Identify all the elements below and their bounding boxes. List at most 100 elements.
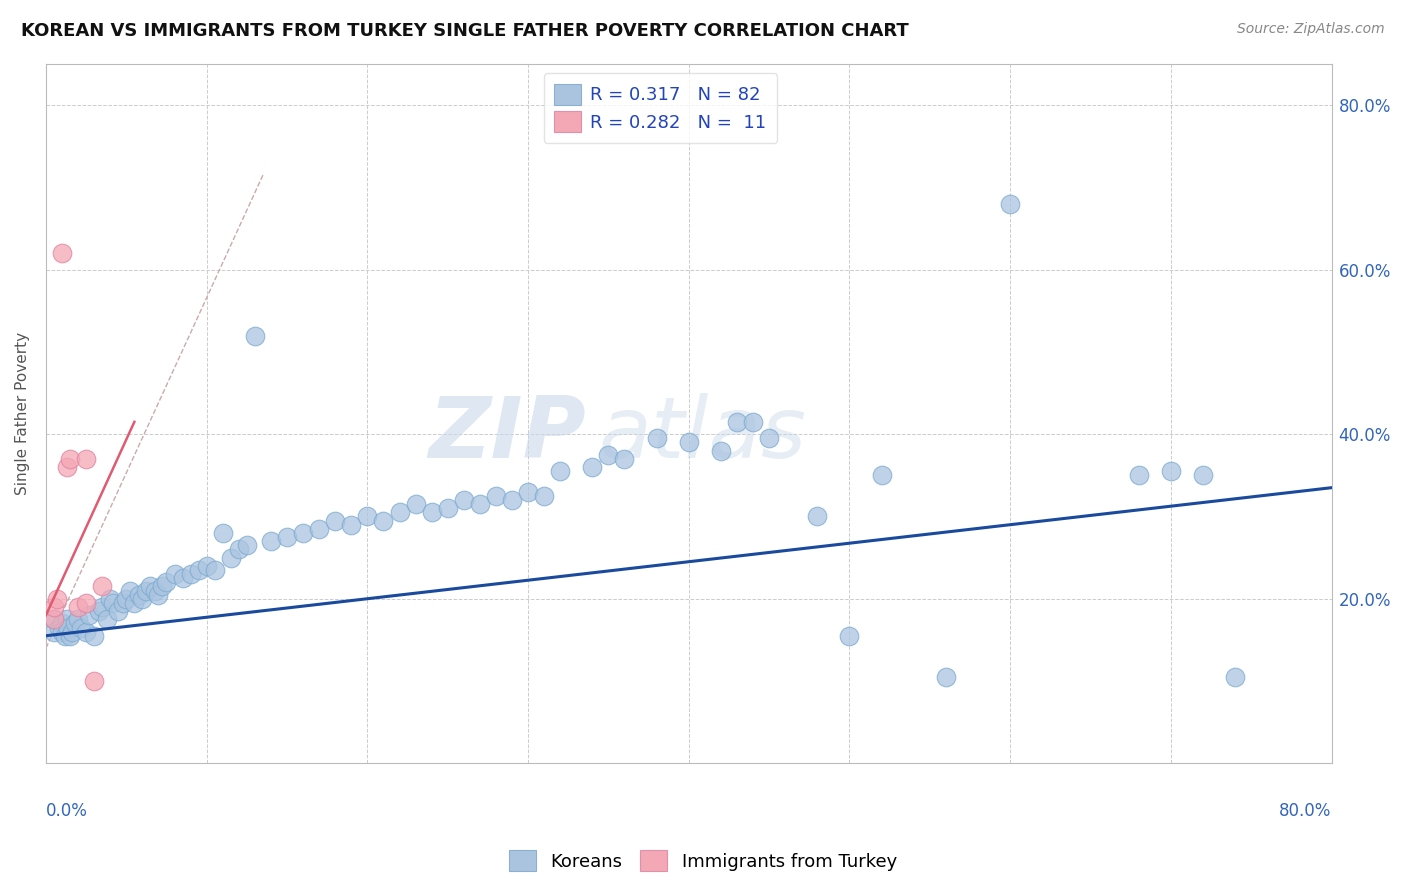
Point xyxy=(91,579,114,593)
Point xyxy=(204,563,226,577)
Point xyxy=(187,563,209,577)
Point xyxy=(236,538,259,552)
Point xyxy=(87,604,110,618)
Point xyxy=(998,197,1021,211)
Point xyxy=(405,497,427,511)
Point xyxy=(548,464,571,478)
Point xyxy=(56,612,79,626)
Point xyxy=(806,509,828,524)
Point xyxy=(1128,468,1150,483)
Point xyxy=(613,451,636,466)
Point xyxy=(468,497,491,511)
Point xyxy=(485,489,508,503)
Point xyxy=(211,525,233,540)
Text: Source: ZipAtlas.com: Source: ZipAtlas.com xyxy=(1237,22,1385,37)
Text: ZIP: ZIP xyxy=(429,393,586,476)
Point xyxy=(1223,670,1246,684)
Point xyxy=(1160,464,1182,478)
Point xyxy=(103,596,125,610)
Point xyxy=(150,579,173,593)
Point xyxy=(420,505,443,519)
Point xyxy=(935,670,957,684)
Point xyxy=(124,596,146,610)
Point xyxy=(42,612,65,626)
Y-axis label: Single Father Poverty: Single Father Poverty xyxy=(15,332,30,495)
Point xyxy=(180,567,202,582)
Point xyxy=(48,620,70,634)
Point xyxy=(725,415,748,429)
Point xyxy=(163,567,186,582)
Point xyxy=(276,530,298,544)
Point xyxy=(195,558,218,573)
Point xyxy=(96,612,118,626)
Point xyxy=(323,514,346,528)
Point xyxy=(373,514,395,528)
Point xyxy=(388,505,411,519)
Point xyxy=(98,591,121,606)
Point xyxy=(758,431,780,445)
Point xyxy=(56,460,79,475)
Point xyxy=(292,525,315,540)
Point xyxy=(67,599,90,614)
Point xyxy=(135,583,157,598)
Point xyxy=(51,616,73,631)
Point xyxy=(678,435,700,450)
Point xyxy=(112,596,135,610)
Point xyxy=(645,431,668,445)
Point xyxy=(115,591,138,606)
Point xyxy=(75,624,97,639)
Point xyxy=(533,489,555,503)
Point xyxy=(228,542,250,557)
Point xyxy=(128,588,150,602)
Point xyxy=(83,673,105,688)
Text: atlas: atlas xyxy=(599,393,807,476)
Point xyxy=(260,534,283,549)
Point xyxy=(51,624,73,639)
Point xyxy=(59,451,82,466)
Text: KOREAN VS IMMIGRANTS FROM TURKEY SINGLE FATHER POVERTY CORRELATION CHART: KOREAN VS IMMIGRANTS FROM TURKEY SINGLE … xyxy=(21,22,908,40)
Point xyxy=(60,624,83,639)
Legend: Koreans, Immigrants from Turkey: Koreans, Immigrants from Turkey xyxy=(502,843,904,879)
Point xyxy=(75,451,97,466)
Text: 80.0%: 80.0% xyxy=(1279,802,1331,820)
Point xyxy=(107,604,129,618)
Point xyxy=(172,571,194,585)
Point xyxy=(53,629,76,643)
Point xyxy=(91,599,114,614)
Point xyxy=(356,509,378,524)
Point xyxy=(58,620,80,634)
Point xyxy=(131,591,153,606)
Point xyxy=(46,591,69,606)
Point xyxy=(598,448,620,462)
Text: 0.0%: 0.0% xyxy=(46,802,87,820)
Point xyxy=(581,460,603,475)
Point xyxy=(1192,468,1215,483)
Point xyxy=(148,588,170,602)
Point xyxy=(742,415,765,429)
Point xyxy=(143,583,166,598)
Point xyxy=(59,629,82,643)
Point xyxy=(42,624,65,639)
Point xyxy=(139,579,162,593)
Legend: R = 0.317   N = 82, R = 0.282   N =  11: R = 0.317 N = 82, R = 0.282 N = 11 xyxy=(544,73,778,143)
Point xyxy=(838,629,860,643)
Point xyxy=(501,493,523,508)
Point xyxy=(79,608,101,623)
Point xyxy=(83,629,105,643)
Point xyxy=(436,501,458,516)
Point xyxy=(75,596,97,610)
Point xyxy=(118,583,141,598)
Point xyxy=(155,575,177,590)
Point xyxy=(67,612,90,626)
Point xyxy=(42,612,65,626)
Point xyxy=(517,484,540,499)
Point xyxy=(710,443,733,458)
Point xyxy=(219,550,242,565)
Point xyxy=(63,616,86,631)
Point xyxy=(340,517,363,532)
Point xyxy=(870,468,893,483)
Point xyxy=(453,493,475,508)
Point xyxy=(308,522,330,536)
Point xyxy=(243,328,266,343)
Point xyxy=(51,246,73,260)
